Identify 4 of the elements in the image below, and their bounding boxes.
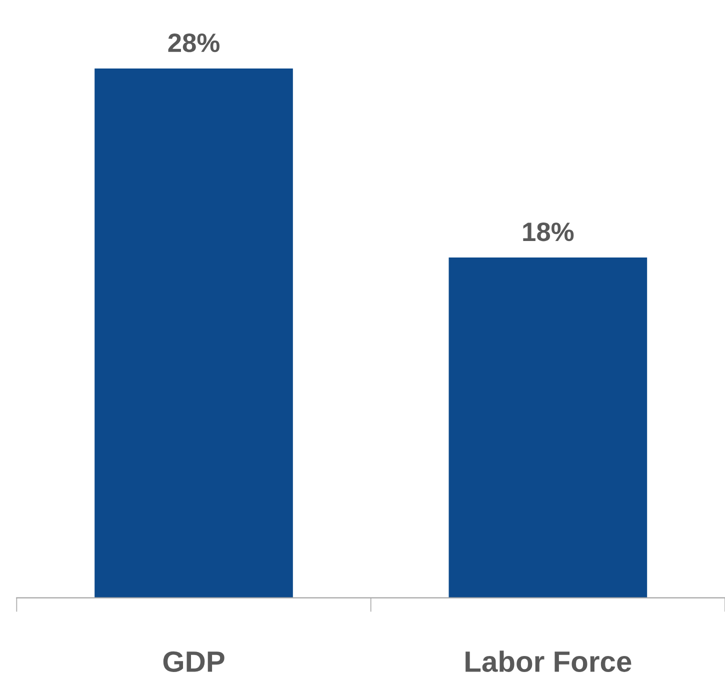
data-label: 18% [523, 222, 574, 242]
data-label: 28% [168, 33, 220, 52]
x-tick-label: Labor Force [466, 650, 632, 672]
x-tick-label: GDP [163, 651, 224, 672]
